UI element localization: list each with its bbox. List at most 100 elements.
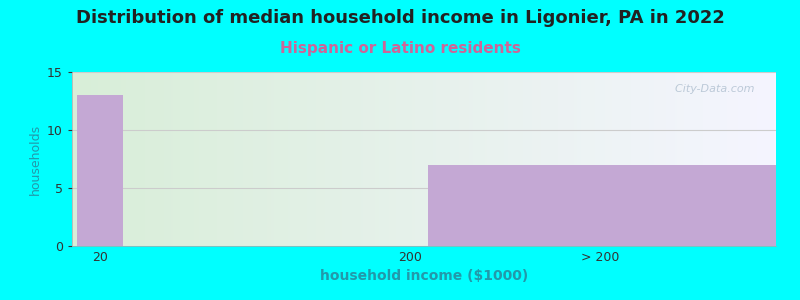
Bar	[724, 72, 726, 246]
Bar	[72, 72, 74, 246]
Bar	[640, 72, 642, 246]
Bar	[190, 72, 192, 246]
Bar	[295, 72, 298, 246]
Bar	[326, 72, 328, 246]
Bar	[618, 72, 621, 246]
Bar	[372, 72, 374, 246]
Bar	[691, 72, 694, 246]
Text: Distribution of median household income in Ligonier, PA in 2022: Distribution of median household income …	[75, 9, 725, 27]
Bar	[354, 72, 356, 246]
Bar	[492, 72, 494, 246]
Bar	[406, 72, 407, 246]
Bar	[663, 72, 666, 246]
Bar	[698, 72, 701, 246]
Bar	[422, 72, 424, 246]
Bar	[511, 72, 513, 246]
Bar	[431, 72, 434, 246]
Bar	[474, 72, 476, 246]
Bar	[635, 72, 638, 246]
Bar	[142, 72, 145, 246]
Bar	[764, 72, 766, 246]
Bar	[258, 72, 260, 246]
Bar	[466, 72, 469, 246]
Bar	[298, 72, 300, 246]
Bar	[520, 72, 522, 246]
Bar	[450, 72, 452, 246]
Bar	[497, 72, 499, 246]
Bar	[328, 72, 330, 246]
Bar	[290, 72, 293, 246]
Bar	[389, 72, 391, 246]
Bar	[647, 72, 650, 246]
Bar	[84, 72, 86, 246]
Bar	[434, 72, 436, 246]
Bar	[82, 72, 84, 246]
Bar	[429, 72, 431, 246]
Bar	[105, 72, 107, 246]
Bar	[182, 72, 185, 246]
Bar	[306, 72, 309, 246]
Bar	[407, 72, 410, 246]
Bar	[685, 72, 687, 246]
Bar	[93, 72, 95, 246]
Bar	[572, 72, 574, 246]
Bar	[386, 72, 389, 246]
Bar	[758, 72, 759, 246]
Bar	[769, 72, 771, 246]
Bar	[358, 72, 361, 246]
Bar	[138, 72, 140, 246]
Bar	[668, 72, 670, 246]
Bar	[482, 72, 485, 246]
Bar	[642, 72, 645, 246]
Bar	[349, 72, 351, 246]
Bar	[548, 72, 550, 246]
Bar	[454, 72, 457, 246]
Bar	[323, 72, 326, 246]
Bar	[201, 72, 203, 246]
Bar	[152, 72, 154, 246]
Bar	[79, 72, 82, 246]
Bar	[309, 72, 311, 246]
Bar	[135, 72, 138, 246]
Bar	[417, 72, 419, 246]
Bar	[706, 72, 708, 246]
Bar	[502, 72, 504, 246]
Bar	[128, 72, 130, 246]
Bar	[633, 72, 635, 246]
Bar	[157, 72, 159, 246]
Bar	[208, 72, 210, 246]
Bar	[342, 72, 344, 246]
Bar	[464, 72, 466, 246]
Bar	[588, 72, 590, 246]
Bar	[656, 72, 658, 246]
Bar	[509, 72, 511, 246]
Bar	[281, 72, 283, 246]
Bar	[356, 72, 358, 246]
Bar	[401, 72, 403, 246]
Bar	[126, 72, 128, 246]
Bar	[248, 72, 250, 246]
Bar	[394, 72, 396, 246]
Bar	[476, 72, 478, 246]
Bar	[574, 72, 577, 246]
Bar	[614, 72, 617, 246]
Bar	[351, 72, 354, 246]
Bar	[398, 72, 401, 246]
Bar	[590, 72, 593, 246]
Bar	[741, 72, 743, 246]
Bar	[567, 72, 570, 246]
Bar	[276, 72, 278, 246]
Bar	[487, 72, 490, 246]
Bar	[675, 72, 678, 246]
Bar	[403, 72, 406, 246]
Bar	[339, 72, 342, 246]
Bar	[78, 95, 123, 246]
Bar	[485, 72, 487, 246]
Bar	[318, 72, 321, 246]
Bar	[117, 72, 119, 246]
Bar	[74, 72, 77, 246]
Bar	[300, 72, 302, 246]
Bar	[441, 72, 442, 246]
Bar	[170, 72, 173, 246]
Bar	[710, 72, 713, 246]
